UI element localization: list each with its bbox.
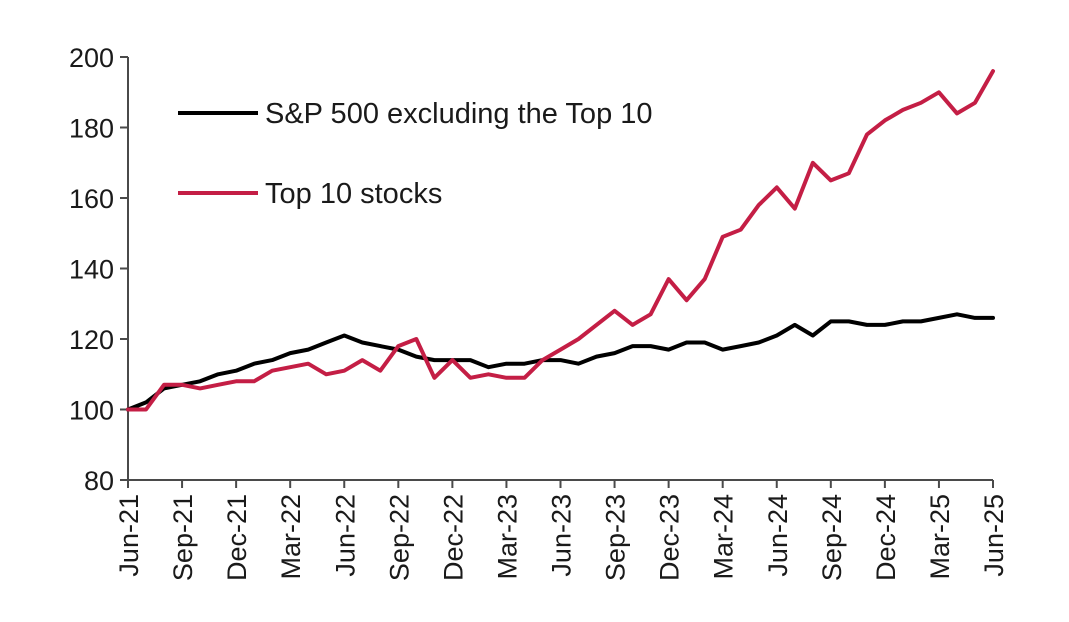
x-tick-label-jun-24: Jun-24 bbox=[763, 494, 793, 577]
y-tick-label-100: 100 bbox=[69, 396, 114, 426]
y-tick-label-200: 200 bbox=[69, 43, 114, 73]
y-tick-label-80: 80 bbox=[84, 466, 114, 496]
x-tick-label-jun-25: Jun-25 bbox=[979, 494, 1009, 577]
series-line-s-p-500-excluding-the-top-10 bbox=[126, 312, 995, 412]
x-tick-label-jun-21: Jun-21 bbox=[114, 494, 144, 577]
x-tick-label-dec-23: Dec-23 bbox=[655, 494, 685, 581]
x-tick-label-sep-24: Sep-24 bbox=[817, 494, 847, 581]
x-tick-label-dec-22: Dec-22 bbox=[438, 494, 468, 581]
x-tick-label-jun-23: Jun-23 bbox=[547, 494, 577, 577]
legend-label-top10: Top 10 stocks bbox=[265, 178, 442, 210]
y-tick-label-120: 120 bbox=[69, 325, 114, 355]
x-tick-label-dec-24: Dec-24 bbox=[871, 494, 901, 581]
y-tick-label-160: 160 bbox=[69, 184, 114, 214]
x-axis: Jun-21 Sep-21 Dec-21 Mar-22 Jun-22 Sep-22 Dec-… bbox=[114, 479, 1009, 581]
x-tick-label-sep-23: Sep-23 bbox=[601, 494, 631, 581]
x-tick-label-mar-22: Mar-22 bbox=[276, 494, 306, 580]
x-tick-label-jun-22: Jun-22 bbox=[330, 494, 360, 577]
x-tick-label-sep-21: Sep-21 bbox=[168, 494, 198, 581]
x-tick-label-mar-23: Mar-23 bbox=[492, 494, 522, 580]
x-tick-label-mar-25: Mar-25 bbox=[925, 494, 955, 580]
legend-label-sp500-ex-top10: S&P 500 excluding the Top 10 bbox=[265, 98, 653, 130]
series-lines bbox=[126, 69, 995, 412]
y-tick-label-180: 180 bbox=[69, 114, 114, 144]
y-tick-label-140: 140 bbox=[69, 255, 114, 285]
series-line-top-10-stocks bbox=[126, 69, 995, 412]
y-axis: 80 100 120 140 160 180 200 bbox=[69, 43, 129, 496]
x-tick-label-sep-22: Sep-22 bbox=[384, 494, 414, 581]
legend: S&P 500 excluding the Top 10 Top 10 stoc… bbox=[178, 98, 653, 210]
x-tick-label-dec-21: Dec-21 bbox=[222, 494, 252, 581]
x-tick-label-mar-24: Mar-24 bbox=[709, 494, 739, 580]
